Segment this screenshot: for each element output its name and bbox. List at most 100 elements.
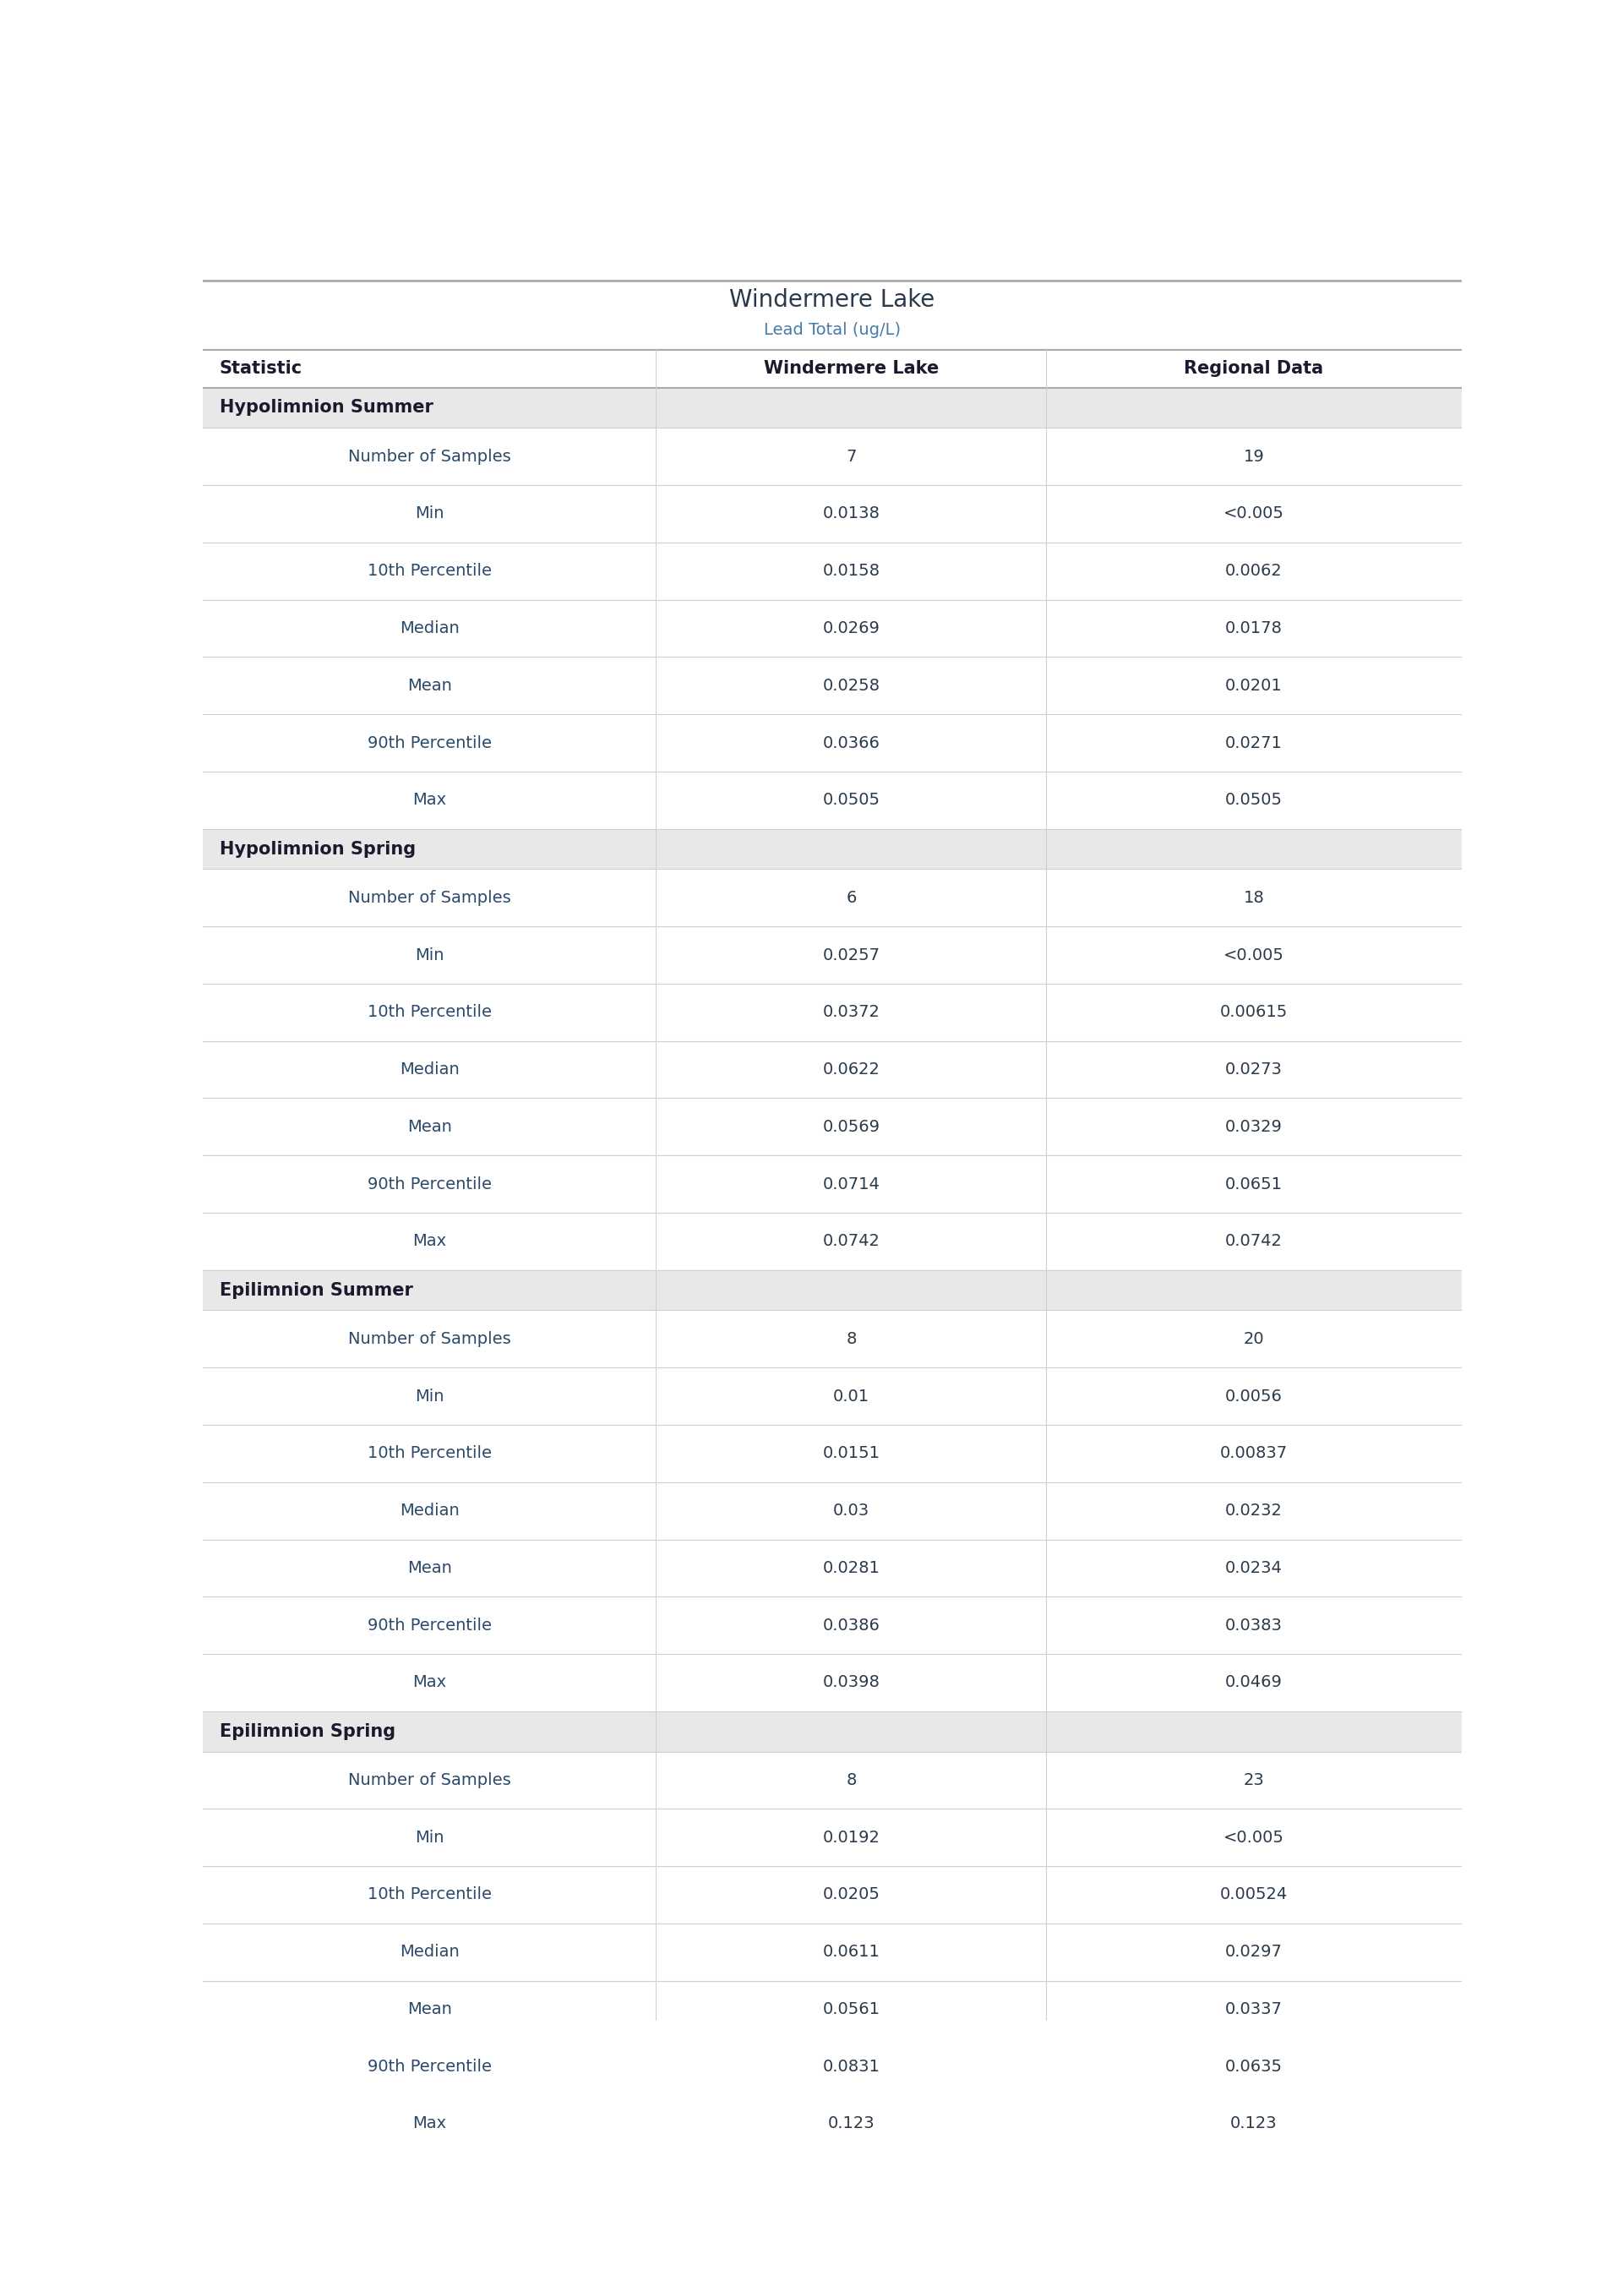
Bar — [203, 1982, 1462, 2038]
Text: Min: Min — [416, 947, 443, 962]
Text: 0.0505: 0.0505 — [1224, 792, 1283, 808]
Text: 0.0329: 0.0329 — [1224, 1119, 1283, 1135]
Bar — [203, 1596, 1462, 1655]
Text: 0.0192: 0.0192 — [822, 1830, 880, 1846]
Text: 0.0281: 0.0281 — [822, 1559, 880, 1575]
Text: Hypolimnion Spring: Hypolimnion Spring — [219, 840, 416, 858]
Text: 8: 8 — [846, 1330, 856, 1346]
Text: 0.0337: 0.0337 — [1224, 2002, 1283, 2018]
Bar — [203, 1155, 1462, 1212]
Text: 0.00524: 0.00524 — [1220, 1886, 1288, 1902]
Text: Number of Samples: Number of Samples — [348, 1773, 512, 1789]
Text: 0.0297: 0.0297 — [1224, 1943, 1283, 1959]
Text: 0.0201: 0.0201 — [1226, 676, 1283, 695]
Text: 0.0158: 0.0158 — [822, 563, 880, 579]
Bar — [203, 1482, 1462, 1539]
Text: Lead Total (ug/L): Lead Total (ug/L) — [763, 322, 901, 338]
Bar — [203, 1809, 1462, 1866]
Bar — [203, 1212, 1462, 1269]
Text: 10th Percentile: 10th Percentile — [367, 1003, 492, 1019]
Text: 0.0742: 0.0742 — [822, 1233, 880, 1248]
Text: Min: Min — [416, 506, 443, 522]
Bar — [203, 543, 1462, 599]
Bar — [203, 1042, 1462, 1099]
Text: 18: 18 — [1244, 890, 1265, 906]
Bar — [203, 1866, 1462, 1923]
Text: Max: Max — [412, 792, 447, 808]
Text: Median: Median — [400, 1943, 460, 1959]
Text: 0.0062: 0.0062 — [1226, 563, 1283, 579]
Text: 7: 7 — [846, 449, 856, 465]
Text: 90th Percentile: 90th Percentile — [367, 1176, 492, 1192]
Text: 0.0651: 0.0651 — [1224, 1176, 1283, 1192]
Bar — [203, 1426, 1462, 1482]
Text: Mean: Mean — [408, 2002, 451, 2018]
Text: 10th Percentile: 10th Percentile — [367, 563, 492, 579]
Text: 0.0234: 0.0234 — [1224, 1559, 1283, 1575]
Text: 0.0138: 0.0138 — [822, 506, 880, 522]
Text: 0.0271: 0.0271 — [1224, 735, 1283, 751]
Text: 90th Percentile: 90th Percentile — [367, 735, 492, 751]
Text: Number of Samples: Number of Samples — [348, 1330, 512, 1346]
Text: Number of Samples: Number of Samples — [348, 890, 512, 906]
Bar — [203, 486, 1462, 543]
Bar — [203, 1923, 1462, 1982]
Text: 0.0611: 0.0611 — [822, 1943, 880, 1959]
Text: 0.0056: 0.0056 — [1224, 1389, 1283, 1405]
Text: 23: 23 — [1244, 1773, 1265, 1789]
Bar — [203, 1099, 1462, 1155]
Text: Mean: Mean — [408, 676, 451, 695]
Text: 0.0151: 0.0151 — [822, 1446, 880, 1462]
Text: Windermere Lake: Windermere Lake — [729, 288, 935, 311]
Bar — [203, 2095, 1462, 2152]
Bar — [203, 350, 1462, 388]
Bar — [203, 1752, 1462, 1809]
Text: 19: 19 — [1244, 449, 1265, 465]
Text: 0.0398: 0.0398 — [822, 1675, 880, 1691]
Bar — [203, 983, 1462, 1042]
Text: 0.123: 0.123 — [1231, 2116, 1278, 2132]
Text: 0.00837: 0.00837 — [1220, 1446, 1288, 1462]
Text: Median: Median — [400, 1503, 460, 1519]
Text: <0.005: <0.005 — [1223, 506, 1285, 522]
Text: Max: Max — [412, 1675, 447, 1691]
Bar — [203, 656, 1462, 715]
Bar — [203, 429, 1462, 486]
Text: 0.0257: 0.0257 — [822, 947, 880, 962]
Text: 0.0178: 0.0178 — [1224, 620, 1283, 636]
Bar — [203, 2038, 1462, 2095]
Bar — [203, 1269, 1462, 1310]
Text: 0.0383: 0.0383 — [1224, 1616, 1283, 1634]
Text: 0.0269: 0.0269 — [822, 620, 880, 636]
Text: Min: Min — [416, 1389, 443, 1405]
Bar — [203, 1310, 1462, 1367]
Bar — [203, 1712, 1462, 1752]
Text: Hypolimnion Summer: Hypolimnion Summer — [219, 400, 434, 415]
Text: 0.00615: 0.00615 — [1220, 1003, 1288, 1019]
Text: Median: Median — [400, 620, 460, 636]
Text: Median: Median — [400, 1062, 460, 1078]
Text: 10th Percentile: 10th Percentile — [367, 1886, 492, 1902]
Bar — [203, 926, 1462, 983]
Text: 0.123: 0.123 — [828, 2116, 875, 2132]
Text: 0.0505: 0.0505 — [822, 792, 880, 808]
Text: 0.0714: 0.0714 — [822, 1176, 880, 1192]
Bar — [203, 599, 1462, 656]
Text: Mean: Mean — [408, 1559, 451, 1575]
Text: 0.0232: 0.0232 — [1224, 1503, 1283, 1519]
Text: 90th Percentile: 90th Percentile — [367, 2059, 492, 2075]
Bar — [203, 388, 1462, 429]
Bar — [203, 1367, 1462, 1426]
Bar — [203, 1539, 1462, 1596]
Text: 0.01: 0.01 — [833, 1389, 869, 1405]
Text: 0.0831: 0.0831 — [822, 2059, 880, 2075]
Text: 0.0742: 0.0742 — [1224, 1233, 1283, 1248]
Text: <0.005: <0.005 — [1223, 1830, 1285, 1846]
Text: 0.0469: 0.0469 — [1224, 1675, 1283, 1691]
Text: 0.0561: 0.0561 — [822, 2002, 880, 2018]
Text: Regional Data: Regional Data — [1184, 361, 1324, 377]
Bar — [203, 1655, 1462, 1712]
Text: 0.0273: 0.0273 — [1224, 1062, 1283, 1078]
Text: Statistic: Statistic — [219, 361, 302, 377]
Text: 0.0386: 0.0386 — [822, 1616, 880, 1634]
